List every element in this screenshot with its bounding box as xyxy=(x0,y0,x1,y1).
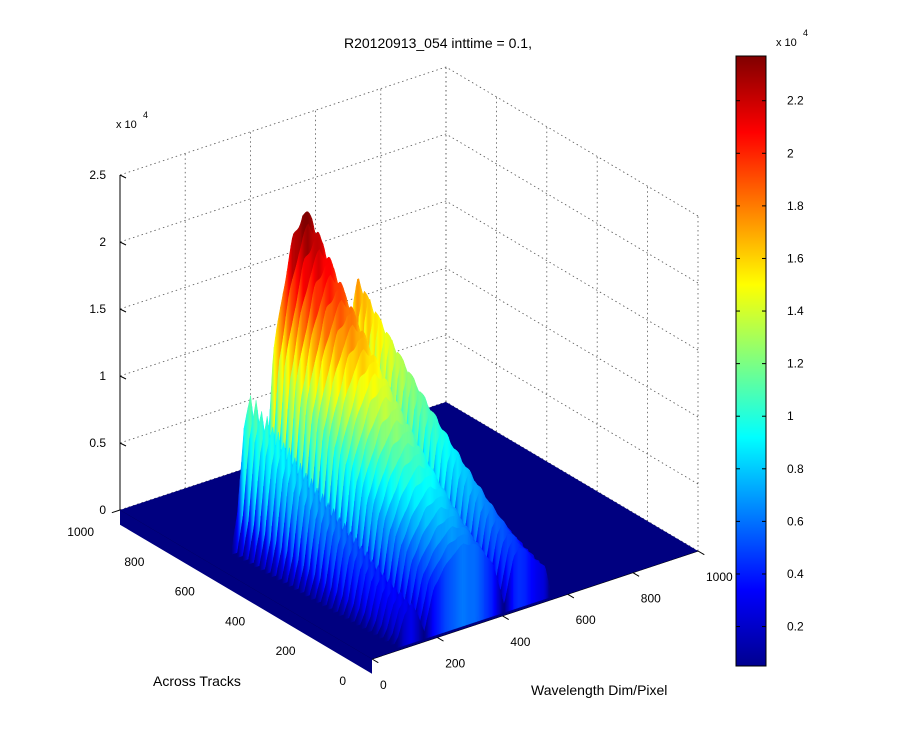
grid-line xyxy=(119,66,699,217)
z-tick-label: 0.5 xyxy=(89,436,106,450)
y-tick-label: 200 xyxy=(445,656,465,670)
y-tick xyxy=(371,658,379,664)
z-tick xyxy=(119,174,127,179)
z-tick-label: 2.5 xyxy=(89,168,106,182)
x-tick xyxy=(111,509,121,514)
colorbar-tick-label: 2.2 xyxy=(787,94,804,108)
colorbar-multiplier-exponent: 4 xyxy=(803,28,808,38)
z-tick-label: 1 xyxy=(99,369,106,383)
y-tick xyxy=(567,593,575,599)
y-tick-label: 800 xyxy=(641,592,661,606)
x-tick-label: 800 xyxy=(124,555,144,569)
z-multiplier-base: x 10 xyxy=(116,119,137,131)
y-tick-label: 1000 xyxy=(706,570,733,584)
colorbar-ticks: 0.2 0.4 0.6 0.8 1 1.2 1.4 1.6 1.8 2 2.2 xyxy=(736,94,804,634)
z-tick-label: 1.5 xyxy=(89,302,106,316)
x-tick-label: 400 xyxy=(225,614,245,628)
z-tick xyxy=(119,442,127,447)
x-tick-label: 200 xyxy=(276,644,296,658)
grid-line xyxy=(119,200,699,351)
y-tick-label: 400 xyxy=(510,635,530,649)
z-multiplier-exponent: 4 xyxy=(143,110,148,120)
y-tick-label: 600 xyxy=(576,613,596,627)
z-tick xyxy=(119,375,127,380)
colorbar-tick-label: 1.8 xyxy=(787,199,804,213)
z-tick-label: 2 xyxy=(99,235,106,249)
surface-facet xyxy=(549,587,552,598)
y-tick xyxy=(502,615,509,620)
x-tick-label: 600 xyxy=(175,585,195,599)
y-tick xyxy=(632,572,640,577)
y-tick-label: 0 xyxy=(380,678,387,692)
x-axis-label: Across Tracks xyxy=(153,673,241,689)
colorbar-tick-label: 1 xyxy=(787,409,794,423)
colorbar-tick-label: 1.6 xyxy=(787,251,804,265)
chart-title: R20120913_054 inttime = 0.1, xyxy=(344,35,532,51)
x-tick-label: 1000 xyxy=(67,525,94,539)
grid-line xyxy=(119,267,699,418)
z-tick xyxy=(119,308,127,313)
colorbar-tick-label: 2 xyxy=(787,146,794,160)
colorbar: 0.2 0.4 0.6 0.8 1 1.2 1.4 1.6 1.8 2 2.2 x 10 4 xyxy=(735,28,808,667)
y-axis-label: Wavelength Dim/Pixel xyxy=(531,682,667,698)
colorbar-gradient xyxy=(735,55,767,667)
z-tick xyxy=(119,241,127,246)
colorbar-tick-label: 0.4 xyxy=(787,567,804,581)
colorbar-tick-label: 0.8 xyxy=(787,462,804,476)
z-axis-multiplier: x 10 4 xyxy=(116,110,148,131)
colorbar-tick-label: 1.4 xyxy=(787,304,804,318)
colorbar-tick-label: 0.2 xyxy=(787,620,804,634)
labels-layer: 0 200 400 600 800 1000 0 200 400 600 800 1000 0 0.5 1 1… xyxy=(67,168,733,692)
z-tick-label: 0 xyxy=(99,503,106,517)
surface-front-edge xyxy=(120,510,372,674)
y-tick xyxy=(436,636,444,642)
colorbar-tick-label: 1.2 xyxy=(787,357,804,371)
colorbar-multiplier-base: x 10 xyxy=(776,37,797,49)
colorbar-tick-label: 0.6 xyxy=(787,514,804,528)
x-tick-label: 0 xyxy=(339,674,346,688)
y-tick xyxy=(697,550,705,556)
surface-layer xyxy=(120,211,698,674)
grid-line xyxy=(119,334,699,485)
surface-ribbon xyxy=(391,543,552,651)
grid-line xyxy=(119,133,699,284)
